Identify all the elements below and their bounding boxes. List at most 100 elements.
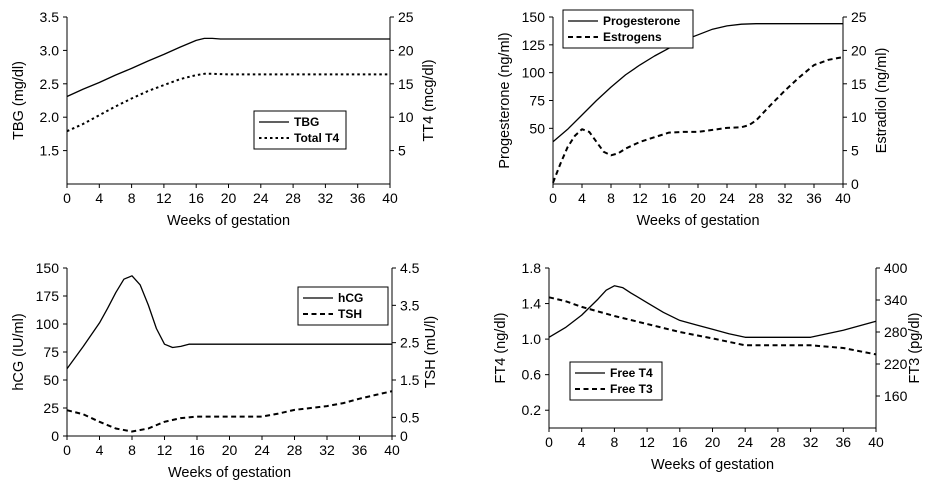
right-y-tick-label: 25 — [398, 9, 414, 25]
x-tick-label: 16 — [188, 190, 204, 206]
right-y-tick-label: 0.5 — [400, 409, 420, 425]
x-tick-label: 16 — [661, 190, 677, 206]
legend-label: Total T4 — [294, 131, 339, 145]
right-y-axis-title: Estradiol (ng/ml) — [874, 48, 890, 154]
left-y-tick-label: 50 — [43, 372, 59, 388]
x-tick-label: 4 — [578, 434, 586, 450]
right-y-tick-label: 4.5 — [400, 260, 420, 276]
right-y-tick-label: 20 — [398, 42, 414, 58]
right-y-tick-label: 10 — [398, 109, 414, 125]
left-y-tick-label: 50 — [529, 120, 545, 136]
left-y-tick-label: 0.6 — [522, 367, 542, 383]
legend-label: Free T4 — [610, 366, 653, 380]
left-y-tick-label: 125 — [522, 37, 546, 53]
series-line-hcg — [66, 275, 392, 370]
series-line-tsh — [66, 390, 393, 433]
x-tick-label: 36 — [836, 434, 852, 450]
right-y-tick-label: 25 — [851, 9, 867, 25]
chart-ft4-ft3: 0 4 8 12 16 20 24 28 32 36 40 0.2 0.6 1.0 1.4 1.8 160 220… — [493, 260, 923, 473]
right-y-axis-title: FT3 (pg/dl) — [907, 313, 923, 384]
legend-box — [253, 110, 347, 150]
x-tick-label: 32 — [777, 190, 793, 206]
x-axis-title: Weeks of gestation — [636, 213, 759, 229]
x-tick-label: 24 — [719, 190, 735, 206]
series-line-total-t4 — [66, 72, 390, 133]
x-tick-label: 8 — [128, 442, 136, 458]
x-tick-label: 0 — [549, 190, 557, 206]
x-tick-label: 36 — [806, 190, 822, 206]
x-tick-label: 20 — [222, 442, 238, 458]
x-tick-label: 16 — [189, 442, 205, 458]
x-tick-label: 8 — [607, 190, 615, 206]
chart-progesterone-estradiol: 0 4 8 12 16 20 24 28 32 36 40 50 75 100 125 150 0 5 10 15 20… — [497, 9, 890, 229]
legend-box — [562, 9, 694, 49]
left-y-tick-label: 2.0 — [40, 109, 60, 125]
x-tick-label: 36 — [350, 190, 366, 206]
x-tick-label: 12 — [639, 434, 655, 450]
right-y-tick-label: 15 — [851, 76, 867, 92]
series-line-free-t3 — [548, 296, 877, 356]
x-tick-label: 0 — [63, 442, 71, 458]
right-y-tick-label: 15 — [398, 76, 414, 92]
left-y-tick-label: 75 — [43, 344, 59, 360]
left-y-tick-label: 1.0 — [522, 331, 542, 347]
left-y-axis-title: hCG (IU/ml) — [11, 313, 27, 390]
x-tick-label: 20 — [690, 190, 706, 206]
right-y-tick-label: 0 — [400, 428, 408, 444]
left-y-tick-label: 150 — [36, 260, 60, 276]
legend-label: hCG — [338, 291, 363, 305]
x-tick-label: 40 — [384, 442, 400, 458]
x-tick-label: 0 — [63, 190, 71, 206]
series-line-estrogens — [552, 56, 844, 184]
right-y-axis-title: TT4 (mcg/dl) — [421, 59, 437, 141]
left-y-tick-label: 3.5 — [40, 9, 60, 25]
x-tick-label: 28 — [287, 442, 303, 458]
legend-label: TSH — [338, 307, 362, 321]
x-tick-label: 20 — [705, 434, 721, 450]
right-y-tick-label: 20 — [851, 42, 867, 58]
series-line-free-t4 — [548, 285, 877, 338]
right-y-tick-label: 400 — [884, 260, 908, 276]
x-tick-label: 24 — [254, 442, 270, 458]
right-y-axis-title: TSH (mU/l) — [423, 316, 439, 389]
chart-hcg-tsh: 0 4 8 12 16 20 24 28 32 36 40025507510017515000.51… — [11, 260, 439, 481]
right-y-tick-label: 1.5 — [400, 372, 420, 388]
x-tick-label: 32 — [318, 190, 334, 206]
right-y-tick-label: 3.5 — [400, 297, 420, 313]
left-y-tick-label: 75 — [529, 93, 545, 109]
x-axis-title: Weeks of gestation — [168, 465, 291, 481]
right-y-tick-label: 160 — [884, 388, 908, 404]
x-tick-label: 24 — [737, 434, 753, 450]
x-tick-label: 40 — [382, 190, 398, 206]
legend-label: Free T3 — [610, 382, 653, 396]
x-tick-label: 28 — [285, 190, 301, 206]
right-y-tick-label: 5 — [851, 143, 859, 159]
left-y-tick-label: 2.5 — [40, 76, 60, 92]
left-y-axis-title: Progesterone (ng/ml) — [497, 32, 513, 168]
x-tick-label: 16 — [672, 434, 688, 450]
x-tick-label: 12 — [632, 190, 648, 206]
right-y-tick-label: 0 — [851, 176, 859, 192]
right-y-tick-label: 2.5 — [400, 335, 420, 351]
left-y-axis-title: FT4 (ng/dl) — [493, 313, 509, 384]
left-y-axis-title: TBG (mg/dl) — [11, 61, 27, 140]
x-tick-label: 32 — [803, 434, 819, 450]
x-tick-label: 32 — [319, 442, 335, 458]
x-tick-label: 24 — [253, 190, 269, 206]
right-y-tick-label: 220 — [884, 356, 908, 372]
x-tick-label: 28 — [770, 434, 786, 450]
series-line-tbg — [66, 37, 390, 98]
x-tick-label: 8 — [128, 190, 136, 206]
right-y-tick-label: 280 — [884, 324, 908, 340]
left-y-tick-label: 1.4 — [522, 296, 542, 312]
left-y-tick-label: 25 — [43, 400, 59, 416]
x-tick-label: 4 — [96, 442, 104, 458]
legend-box — [297, 286, 389, 326]
left-y-tick-label: 1.8 — [522, 260, 542, 276]
left-y-tick-label: 0 — [51, 428, 59, 444]
x-tick-label: 20 — [221, 190, 237, 206]
right-y-tick-label: 10 — [851, 109, 867, 125]
x-tick-label: 8 — [611, 434, 619, 450]
left-y-tick-label: 100 — [36, 316, 60, 332]
